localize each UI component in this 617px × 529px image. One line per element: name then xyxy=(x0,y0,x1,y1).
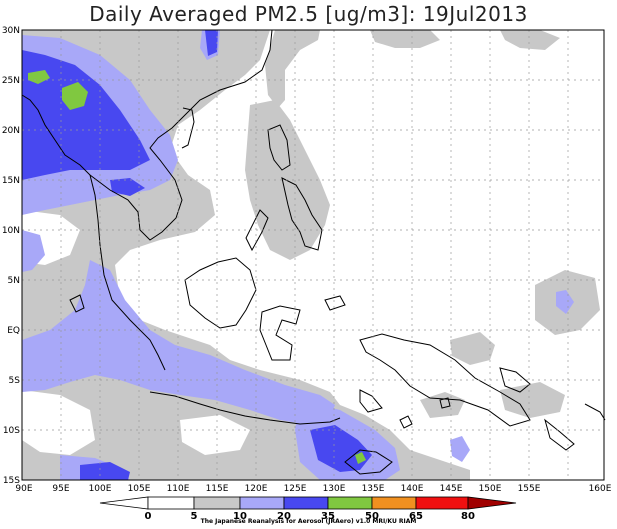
lat-tick-label: 20N xyxy=(2,126,20,136)
lon-tick-label: 130E xyxy=(323,484,346,494)
lon-tick-label: 125E xyxy=(284,484,307,494)
lon-tick-label: 155E xyxy=(518,484,541,494)
lat-tick-labels: 30N 25N 20N 15N 10N 5N EQ 5S 10S 15S xyxy=(2,26,20,486)
colorbar-label: 0 xyxy=(145,511,152,522)
colorbar-arrow-right xyxy=(467,496,517,510)
lat-tick-label: 25N xyxy=(2,76,20,86)
colorbar xyxy=(99,496,517,510)
lon-tick-label: 100E xyxy=(89,484,112,494)
colorbar-segment xyxy=(283,496,329,510)
credit-line: The Japanese Reanalysis for Aerosol (JRA… xyxy=(200,518,417,525)
colorbar-label: 80 xyxy=(461,511,475,522)
lat-tick-label: 10N xyxy=(2,226,20,236)
map-plot xyxy=(21,29,606,481)
lat-tick-label: 15N xyxy=(2,176,20,186)
colorbar-segment xyxy=(193,496,241,510)
lon-tick-label: 95E xyxy=(52,484,69,494)
lon-tick-labels: 90E 95E 100E 105E 110E 115E 120E 125E 13… xyxy=(15,484,611,494)
lon-tick-label: 90E xyxy=(15,484,32,494)
colorbar-segment xyxy=(147,496,195,510)
map-title: Daily Averaged PM2.5 [ug/m3]: 19Jul2013 xyxy=(89,2,528,26)
lon-tick-label: 120E xyxy=(245,484,268,494)
colorbar-labels: 0 5 10 20 35 50 65 80 xyxy=(145,511,475,522)
colorbar-segment xyxy=(327,496,373,510)
lat-tick-label: 5N xyxy=(8,276,20,286)
lon-tick-label: 160E xyxy=(589,484,612,494)
colorbar-arrow-left xyxy=(99,496,149,510)
lat-tick-label: 5S xyxy=(9,376,21,386)
lat-tick-label: EQ xyxy=(7,326,20,336)
colorbar-label: 65 xyxy=(409,511,423,522)
lat-tick-label: 10S xyxy=(3,426,20,436)
grid-lines xyxy=(22,30,604,480)
lon-tick-label: 145E xyxy=(440,484,463,494)
colorbar-label: 10 xyxy=(233,511,247,522)
pm25-green-field xyxy=(28,70,366,464)
pm25-blue-field xyxy=(22,30,372,480)
colorbar-label: 50 xyxy=(365,511,379,522)
map-frame xyxy=(21,29,605,481)
colorbar-segment xyxy=(371,496,417,510)
colorbar-label: 20 xyxy=(277,511,291,522)
lat-tick-label: 30N xyxy=(2,26,20,36)
lon-tick-label: 110E xyxy=(167,484,190,494)
lat-tick-label: 15S xyxy=(3,476,20,486)
colorbar-segment xyxy=(415,496,469,510)
lon-tick-label: 140E xyxy=(401,484,424,494)
lon-tick-label: 150E xyxy=(479,484,502,494)
lon-tick-label: 135E xyxy=(362,484,385,494)
colorbar-segment xyxy=(239,496,285,510)
lon-tick-label: 105E xyxy=(128,484,151,494)
colorbar-label: 5 xyxy=(191,511,198,522)
colorbar-label: 35 xyxy=(321,511,335,522)
lon-tick-label: 115E xyxy=(206,484,229,494)
